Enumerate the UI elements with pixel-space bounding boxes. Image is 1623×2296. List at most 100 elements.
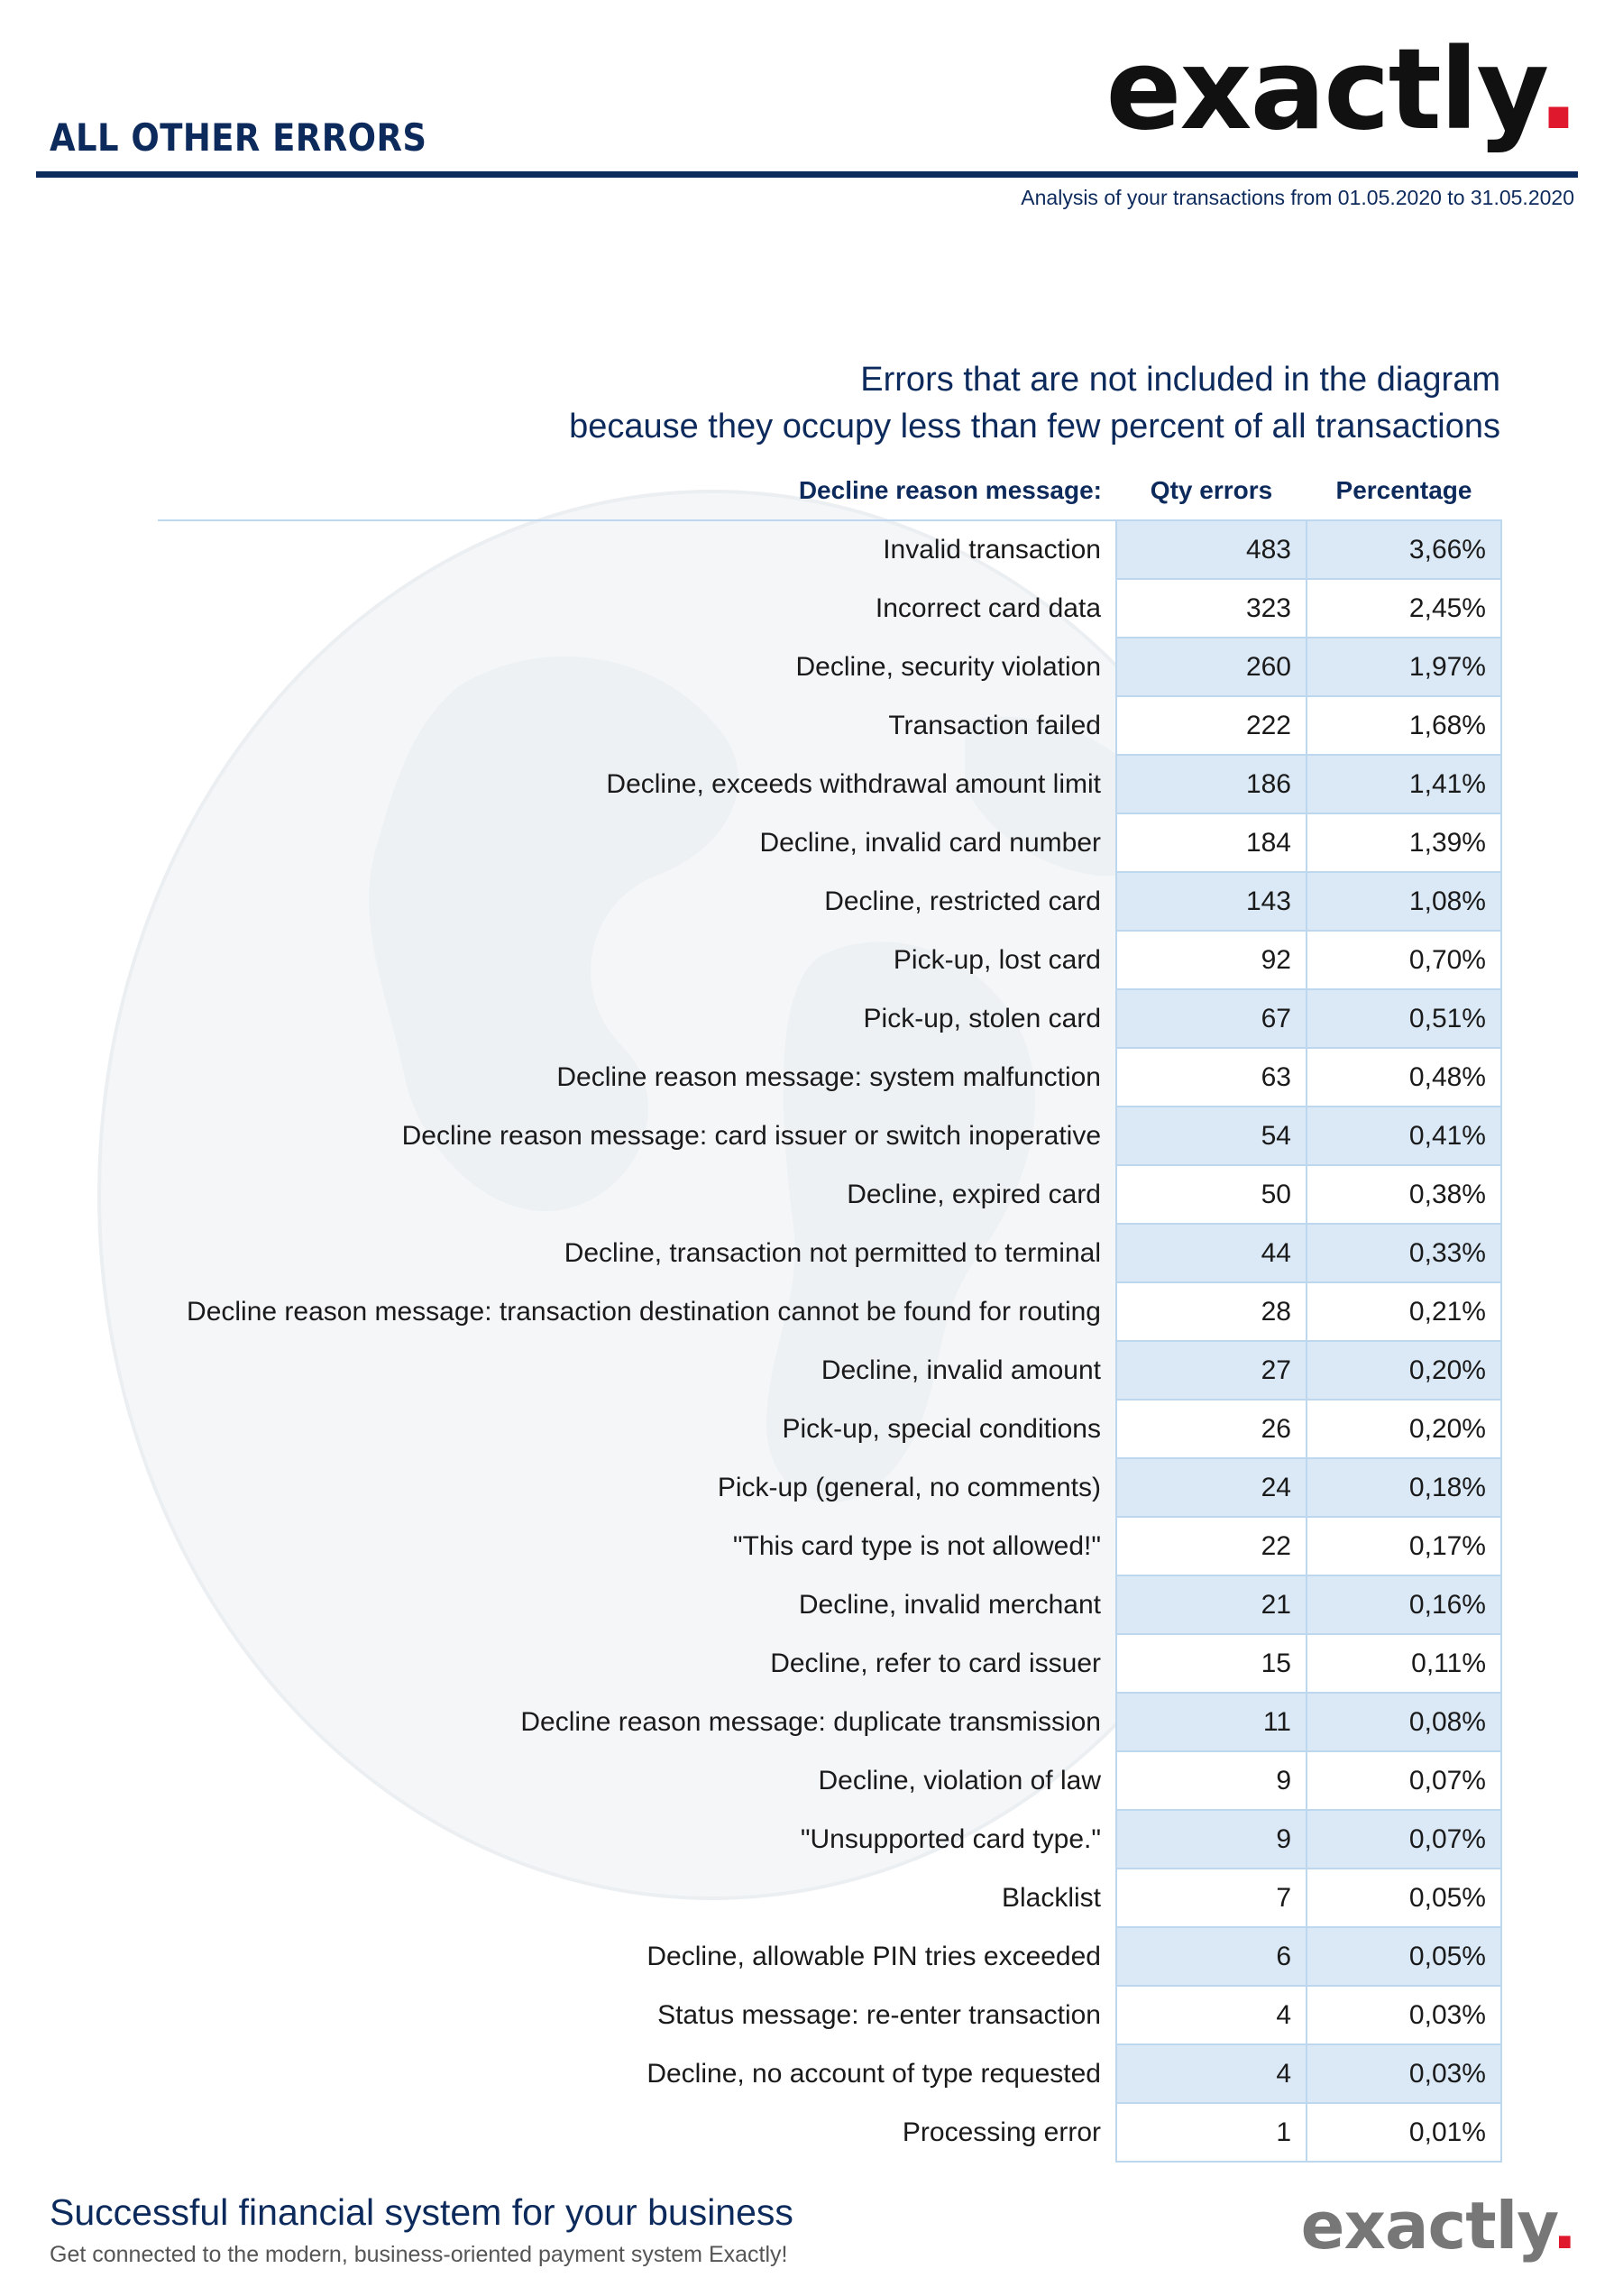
row-percentage: 1,41%: [1306, 754, 1502, 814]
table-row: Decline, exceeds withdrawal amount limit…: [158, 754, 1502, 814]
row-percentage: 0,70%: [1306, 930, 1502, 990]
brand-logo: exactly.: [1105, 34, 1580, 146]
row-message: Decline reason message: card issuer or s…: [401, 1120, 1101, 1151]
row-qty: 26: [1115, 1399, 1307, 1459]
table-row: "This card type is not allowed!" 22 0,17%: [158, 1516, 1502, 1576]
row-percentage: 2,45%: [1306, 578, 1502, 638]
row-qty: 7: [1115, 1868, 1307, 1928]
section-title: ALL OTHER ERRORS: [50, 115, 427, 160]
row-percentage: 0,03%: [1306, 1985, 1502, 2045]
row-qty: 44: [1115, 1223, 1307, 1283]
row-message: Pick-up, stolen card: [863, 1003, 1101, 1033]
row-percentage: 0,20%: [1306, 1340, 1502, 1401]
table-row: Decline, invalid amount 27 0,20%: [158, 1340, 1502, 1401]
row-message: Decline, allowable PIN tries exceeded: [646, 1941, 1101, 1971]
row-message: Decline, invalid card number: [759, 827, 1101, 858]
row-qty: 21: [1115, 1575, 1307, 1635]
row-percentage: 0,20%: [1306, 1399, 1502, 1459]
row-message: Decline reason message: system malfuncti…: [556, 1061, 1101, 1092]
row-qty: 63: [1115, 1047, 1307, 1107]
table-row: Decline, refer to card issuer 15 0,11%: [158, 1633, 1502, 1694]
row-message: Invalid transaction: [883, 535, 1101, 565]
footer-subtitle: Get connected to the modern, business-or…: [50, 2242, 788, 2267]
row-percentage: 1,39%: [1306, 813, 1502, 873]
row-percentage: 0,38%: [1306, 1164, 1502, 1225]
table-caption: Errors that are not included in the diag…: [569, 356, 1500, 450]
row-message: Processing error: [902, 2117, 1101, 2147]
table-row: Decline, invalid card number 184 1,39%: [158, 813, 1502, 873]
row-qty: 483: [1115, 519, 1307, 580]
row-percentage: 1,08%: [1306, 871, 1502, 932]
row-qty: 92: [1115, 930, 1307, 990]
table-row: Decline, allowable PIN tries exceeded 6 0,…: [158, 1926, 1502, 1987]
table-row: "Unsupported card type." 9 0,07%: [158, 1809, 1502, 1869]
table-row: Pick-up, stolen card 67 0,51%: [158, 988, 1502, 1049]
row-percentage: 0,11%: [1306, 1633, 1502, 1694]
row-qty: 15: [1115, 1633, 1307, 1694]
table-row: Decline, transaction not permitted to te…: [158, 1223, 1502, 1283]
row-message: Decline, invalid merchant: [798, 1589, 1101, 1620]
table-row: Status message: re-enter transaction 4 0,0…: [158, 1985, 1502, 2045]
table-row: Processing error 1 0,01%: [158, 2102, 1502, 2163]
row-qty: 4: [1115, 2043, 1307, 2104]
row-message: Decline, exceeds withdrawal amount limit: [606, 768, 1101, 799]
row-qty: 1: [1115, 2102, 1307, 2163]
row-message: "Unsupported card type.": [800, 1823, 1101, 1854]
row-message: Decline, violation of law: [818, 1765, 1102, 1795]
row-qty: 6: [1115, 1926, 1307, 1987]
row-qty: 11: [1115, 1692, 1307, 1752]
table-row: Decline, no account of type requested 4 0,…: [158, 2043, 1502, 2104]
errors-table-container: Decline reason message: Qty errors Perce…: [158, 462, 1502, 2163]
row-qty: 50: [1115, 1164, 1307, 1225]
row-message: Blacklist: [1001, 1882, 1101, 1913]
row-message: Decline, security violation: [795, 651, 1101, 682]
row-percentage: 0,07%: [1306, 1809, 1502, 1869]
column-header-percentage: Percentage: [1307, 462, 1501, 521]
table-row: Decline, expired card 50 0,38%: [158, 1164, 1502, 1225]
table-row: Decline, violation of law 9 0,07%: [158, 1750, 1502, 1811]
row-percentage: 0,07%: [1306, 1750, 1502, 1811]
table-row: Decline reason message: transaction dest…: [158, 1281, 1502, 1342]
row-message: Incorrect card data: [875, 592, 1101, 623]
row-percentage: 0,01%: [1306, 2102, 1502, 2163]
table-row: Decline reason message: duplicate transm…: [158, 1692, 1502, 1752]
row-message: Pick-up (general, no comments): [717, 1472, 1101, 1502]
row-percentage: 0,41%: [1306, 1106, 1502, 1166]
row-percentage: 0,18%: [1306, 1457, 1502, 1518]
table-row: Transaction failed 222 1,68%: [158, 695, 1502, 756]
caption-line-1: Errors that are not included in the diag…: [860, 361, 1500, 399]
header-divider: [36, 171, 1578, 178]
row-qty: 9: [1115, 1750, 1307, 1811]
footer-title: Successful financial system for your bus…: [50, 2191, 793, 2233]
table-row: Invalid transaction 483 3,66%: [158, 519, 1502, 580]
row-qty: 54: [1115, 1106, 1307, 1166]
table-row: Blacklist 7 0,05%: [158, 1868, 1502, 1928]
row-qty: 186: [1115, 754, 1307, 814]
table-row: Incorrect card data 323 2,45%: [158, 578, 1502, 638]
table-row: Decline reason message: card issuer or s…: [158, 1106, 1502, 1166]
table-row: Decline reason message: system malfuncti…: [158, 1047, 1502, 1107]
caption-line-2: because they occupy less than few percen…: [569, 408, 1500, 445]
row-qty: 4: [1115, 1985, 1307, 2045]
row-percentage: 0,21%: [1306, 1281, 1502, 1342]
row-message: Decline, restricted card: [824, 886, 1101, 916]
footer-logo-dot: .: [1552, 2188, 1577, 2264]
logo-text: exactly: [1105, 25, 1538, 155]
table-row: Decline, invalid merchant 21 0,16%: [158, 1575, 1502, 1635]
row-message: Status message: re-enter transaction: [657, 1999, 1101, 2030]
row-percentage: 0,16%: [1306, 1575, 1502, 1635]
row-qty: 28: [1115, 1281, 1307, 1342]
row-qty: 67: [1115, 988, 1307, 1049]
table-row: Pick-up, lost card 92 0,70%: [158, 930, 1502, 990]
row-percentage: 0,08%: [1306, 1692, 1502, 1752]
row-qty: 22: [1115, 1516, 1307, 1576]
row-message: "This card type is not allowed!": [732, 1530, 1101, 1561]
row-percentage: 0,05%: [1306, 1868, 1502, 1928]
row-percentage: 1,97%: [1306, 637, 1502, 697]
row-qty: 260: [1115, 637, 1307, 697]
row-qty: 143: [1115, 871, 1307, 932]
table-body: Invalid transaction 483 3,66% Incorrect car…: [158, 519, 1502, 2163]
row-qty: 9: [1115, 1809, 1307, 1869]
row-percentage: 0,51%: [1306, 988, 1502, 1049]
row-qty: 222: [1115, 695, 1307, 756]
